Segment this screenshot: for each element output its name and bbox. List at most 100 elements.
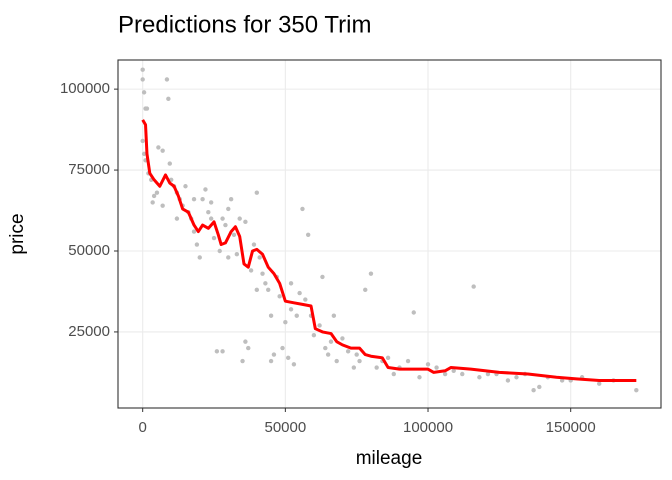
point (351, 365, 357, 370)
point (328, 339, 334, 344)
point (331, 313, 337, 318)
point (271, 352, 277, 357)
chart-title: Predictions for 350 Trim (118, 11, 371, 38)
y-axis-title: price (7, 213, 28, 254)
point (167, 161, 172, 166)
point (485, 371, 491, 377)
point (164, 77, 170, 82)
point (156, 145, 161, 150)
point (140, 77, 145, 82)
point (231, 232, 237, 238)
point (208, 200, 214, 205)
point (471, 284, 476, 289)
point (303, 297, 308, 302)
point (391, 371, 396, 377)
point (268, 358, 274, 364)
point (197, 255, 202, 260)
point (160, 148, 165, 153)
point (514, 375, 519, 380)
point (243, 339, 248, 344)
point (280, 345, 285, 351)
point (537, 384, 542, 390)
point (254, 287, 260, 293)
point (277, 294, 282, 299)
point (354, 352, 359, 357)
point (203, 187, 208, 192)
point (191, 229, 197, 234)
point (257, 255, 262, 260)
point (260, 271, 265, 276)
point (228, 197, 234, 202)
point (140, 67, 145, 72)
point (251, 242, 257, 247)
point (140, 138, 145, 144)
point (634, 387, 639, 393)
point (208, 216, 214, 221)
point (150, 200, 155, 205)
point (206, 209, 211, 215)
point (283, 320, 288, 325)
point (451, 368, 456, 373)
point (334, 358, 339, 364)
point (217, 248, 222, 254)
point (194, 242, 200, 247)
point (442, 371, 448, 377)
point (154, 190, 160, 195)
point (220, 216, 225, 221)
point (263, 281, 268, 286)
y-tick-label: 25000 (68, 323, 110, 340)
point (294, 313, 299, 318)
point (425, 362, 431, 367)
point (286, 355, 291, 361)
point (505, 378, 511, 383)
point (183, 184, 188, 189)
point (243, 219, 248, 225)
point (200, 197, 205, 202)
point (417, 375, 422, 380)
point (531, 387, 536, 393)
point (223, 222, 228, 228)
point (246, 345, 251, 351)
point (320, 274, 325, 280)
point (160, 203, 165, 208)
x-tick-label: 50000 (264, 419, 306, 436)
point (266, 287, 271, 293)
y-tick-label: 75000 (68, 161, 110, 178)
point (385, 355, 391, 361)
point (305, 232, 311, 238)
point (144, 106, 150, 111)
point (325, 352, 331, 357)
point (411, 310, 416, 315)
point (191, 197, 197, 202)
point (300, 206, 305, 212)
point (340, 336, 345, 341)
point (248, 268, 254, 273)
point (434, 365, 439, 370)
y-tick-label: 100000 (60, 80, 110, 97)
point (288, 281, 294, 286)
point (166, 96, 171, 102)
x-tick-label: 150000 (546, 419, 596, 436)
point (288, 307, 294, 312)
point (174, 216, 180, 221)
plot-background (118, 60, 661, 408)
point (477, 375, 482, 380)
point (151, 193, 157, 199)
point (323, 345, 328, 351)
point (141, 90, 147, 95)
point (357, 358, 362, 364)
point (234, 252, 240, 257)
point (237, 216, 242, 221)
point (240, 358, 245, 364)
point (345, 349, 351, 354)
point (597, 381, 602, 386)
point (363, 287, 368, 293)
x-axis-title: mileage (356, 448, 423, 469)
point (268, 313, 274, 318)
x-tick-label: 100000 (403, 419, 453, 436)
point (317, 323, 322, 328)
point (254, 190, 260, 195)
point (297, 290, 302, 296)
point (559, 378, 565, 383)
